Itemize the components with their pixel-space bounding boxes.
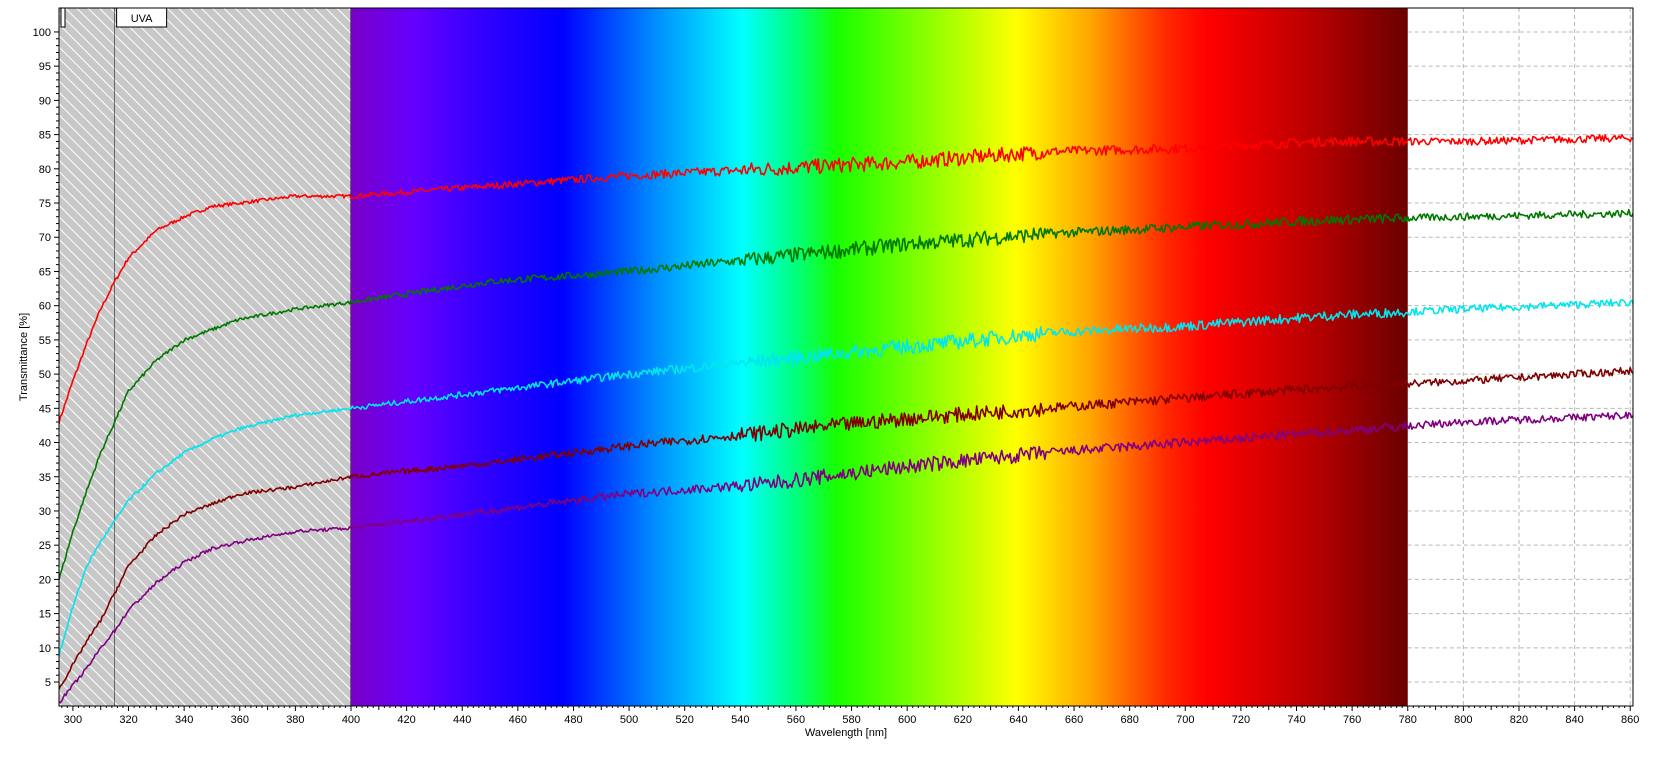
y-tick-label: 60 — [39, 301, 51, 313]
series-line-1 — [59, 133, 1633, 424]
x-tick-label: 600 — [898, 714, 916, 726]
region-label-2: UVA — [131, 13, 153, 25]
x-tick-label: 760 — [1343, 714, 1361, 726]
x-tick-label: 500 — [620, 714, 638, 726]
series-line-4 — [59, 366, 1633, 690]
x-axis-title: Wavelength [nm] — [805, 727, 887, 739]
y-tick-label: 70 — [39, 232, 51, 244]
y-tick-label: 20 — [39, 574, 51, 586]
region-band-3 — [350, 8, 1408, 706]
y-tick-label: 40 — [39, 438, 51, 450]
region-band-1 — [59, 8, 115, 706]
x-tick-label: 320 — [119, 714, 137, 726]
series-line-2 — [59, 208, 1633, 580]
x-tick-label: 540 — [731, 714, 749, 726]
region-label-box-1 — [60, 7, 66, 28]
y-tick-label: 90 — [39, 95, 51, 107]
y-tick-label: 50 — [39, 369, 51, 381]
y-tick-label: 10 — [39, 643, 51, 655]
x-tick-label: 620 — [954, 714, 972, 726]
y-tick-label: 5 — [45, 677, 51, 689]
y-tick-label: 100 — [33, 27, 51, 39]
y-tick-label: 75 — [39, 198, 51, 210]
x-tick-label: 360 — [231, 714, 249, 726]
x-tick-label: 560 — [787, 714, 805, 726]
region-band-2 — [114, 8, 351, 706]
x-tick-label: 840 — [1565, 714, 1583, 726]
x-tick-label: 680 — [1120, 714, 1138, 726]
x-tick-label: 580 — [842, 714, 860, 726]
y-tick-label: 85 — [39, 130, 51, 142]
y-tick-label: 25 — [39, 540, 51, 552]
x-tick-label: 700 — [1176, 714, 1194, 726]
x-tick-label: 420 — [397, 714, 415, 726]
x-tick-label: 780 — [1399, 714, 1417, 726]
x-tick-label: 820 — [1510, 714, 1528, 726]
y-tick-label: 35 — [39, 472, 51, 484]
x-tick-label: 400 — [342, 714, 360, 726]
x-tick-label: 520 — [676, 714, 694, 726]
x-tick-label: 480 — [564, 714, 582, 726]
x-tick-label: 860 — [1621, 714, 1639, 726]
x-tick-label: 740 — [1287, 714, 1305, 726]
x-tick-label: 300 — [64, 714, 82, 726]
x-tick-label: 380 — [286, 714, 304, 726]
y-tick-label: 15 — [39, 609, 51, 621]
x-tick-label: 440 — [453, 714, 471, 726]
series-line-5 — [59, 411, 1633, 704]
y-tick-label: 65 — [39, 266, 51, 278]
x-tick-label: 640 — [1009, 714, 1027, 726]
x-tick-label: 720 — [1232, 714, 1250, 726]
y-axis-title: Transmittance [%] — [18, 313, 30, 401]
x-tick-label: 340 — [175, 714, 193, 726]
x-tick-label: 800 — [1454, 714, 1472, 726]
series-line-3 — [59, 298, 1633, 657]
y-tick-label: 45 — [39, 403, 51, 415]
x-tick-label: 660 — [1065, 714, 1083, 726]
y-tick-label: 95 — [39, 61, 51, 73]
y-tick-label: 80 — [39, 164, 51, 176]
y-tick-label: 30 — [39, 506, 51, 518]
x-tick-label: 460 — [509, 714, 527, 726]
y-tick-label: 55 — [39, 335, 51, 347]
